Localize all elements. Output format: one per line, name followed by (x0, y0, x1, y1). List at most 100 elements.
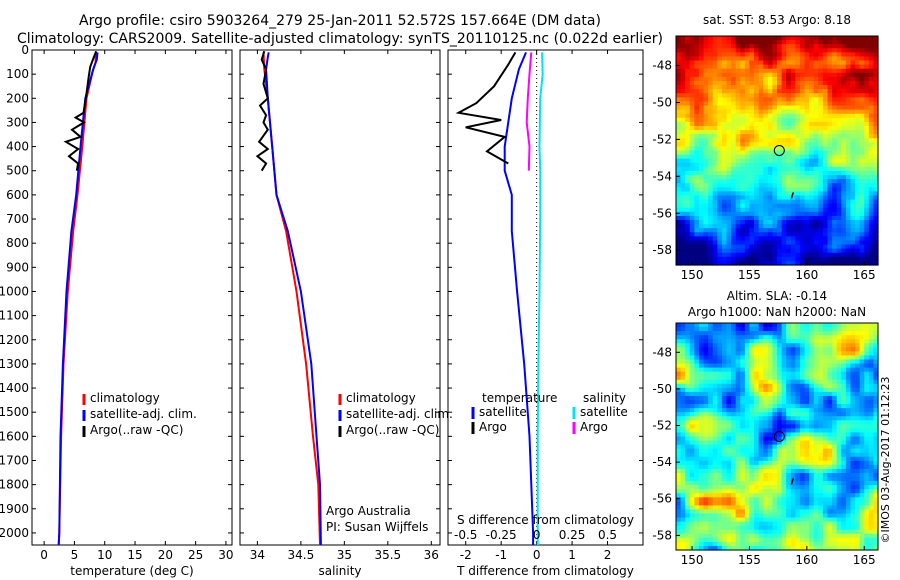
sst-map-cell (685, 211, 691, 217)
sla-map-cell (758, 448, 764, 454)
sst-map-cell (804, 187, 810, 192)
sla-map-cell (717, 412, 723, 417)
sla-map-cell (818, 347, 824, 352)
sla-map-cell (822, 363, 829, 369)
sla-map-cell (754, 513, 760, 519)
sst-map-cell (864, 121, 870, 127)
sst-map-cell (676, 44, 682, 49)
sla-map-cell (799, 391, 806, 397)
sst-map-cell (836, 80, 842, 86)
sla-map-cell (735, 468, 741, 474)
sst-map-cell (694, 166, 700, 172)
sst-map-cell (841, 134, 847, 139)
sst-map-cell (822, 220, 829, 225)
sla-map-cell (804, 452, 810, 458)
sst-map-cell (873, 121, 879, 127)
sla-map-cell (703, 509, 709, 515)
sla-map-cell (749, 391, 755, 397)
sla-map-cell (790, 359, 796, 365)
sst-map-cell (726, 142, 732, 148)
sst-map-cell (822, 240, 829, 246)
sst-map-cell (832, 89, 838, 94)
sst-map-cell (731, 130, 737, 135)
sla-map-cell (841, 355, 847, 361)
sla-map-cell (698, 509, 705, 515)
sst-map-cell (694, 52, 700, 58)
sla-map-cell (708, 339, 714, 344)
sla-map-cell (749, 493, 755, 498)
sla-map-cell (818, 501, 824, 507)
temperature-ytick-label: 500 (6, 164, 29, 178)
sla-map-cell (698, 367, 705, 373)
sla-map-cell (726, 391, 732, 397)
sst-map-cell (855, 166, 861, 172)
sla-map-cell (873, 489, 879, 494)
sla-map-cell (685, 452, 691, 458)
sst-map-cell (804, 215, 810, 221)
sst-map-cell (818, 228, 824, 233)
sla-map-cell (767, 395, 774, 401)
sst-map-cell (809, 101, 815, 107)
sst-map-cell (845, 191, 852, 197)
sst-map-cell (795, 68, 801, 74)
sla-map-cell (864, 497, 870, 502)
sla-map-cell (685, 375, 691, 381)
sla-map-cell (772, 355, 778, 361)
sla-map-cell (832, 355, 838, 361)
sla-map-cell (813, 497, 819, 502)
sst-map-cell (864, 211, 870, 217)
sst-map-cell (717, 244, 723, 250)
sst-map-cell (818, 130, 824, 135)
sst-map-cell (804, 117, 810, 123)
sla-map-cell (799, 481, 806, 486)
sst-map-cell (689, 93, 695, 98)
sla-map-cell (795, 371, 801, 377)
sla-map-cell (689, 444, 695, 450)
sla-map-cell (676, 444, 682, 450)
sst-map-cell (822, 252, 829, 258)
sst-map-cell (676, 215, 682, 221)
sla-map-cell (868, 375, 875, 381)
sla-map-cell (708, 525, 714, 531)
sla-map-cell (712, 477, 718, 482)
sla-map-cell (726, 497, 732, 502)
sst-map-cell (708, 40, 714, 45)
sst-map-cell (685, 72, 691, 78)
sla-map-cell (712, 395, 718, 401)
sla-map-cell (809, 351, 815, 357)
sst-map-cell (758, 48, 764, 53)
sla-map-cell (845, 505, 852, 511)
sla-map-cell (822, 359, 829, 365)
sla-map-cell (818, 408, 824, 413)
sst-map-cell (676, 36, 682, 41)
sst-map-cell (758, 228, 764, 233)
sla-map-cell (868, 371, 875, 377)
sst-map-cell (685, 199, 691, 205)
sst-map-cell (735, 64, 741, 70)
sst-map-cell (749, 232, 755, 237)
sla-map-cell (827, 501, 833, 507)
sla-map-cell (708, 371, 714, 377)
sla-map-cell (758, 331, 764, 336)
sst-map-cell (680, 166, 686, 172)
sla-map-cell (680, 464, 686, 470)
sst-map-cell (799, 97, 806, 103)
sst-map-cell (726, 211, 732, 217)
sla-map-cell (698, 420, 705, 425)
sst-map-cell (758, 158, 764, 164)
sst-map-cell (845, 175, 852, 180)
sst-map-cell (772, 236, 778, 242)
sst-map-cell (799, 138, 806, 143)
sla-map-cell (850, 400, 856, 405)
sla-map-cell (786, 477, 792, 482)
sst-map-cell (721, 244, 728, 250)
sla-map-cell (680, 327, 686, 332)
sst-map-cell (735, 220, 741, 225)
sla-map-cell (731, 359, 737, 365)
sla-map-cell (726, 327, 732, 332)
sla-map-cell (685, 367, 691, 373)
sla-map-cell (685, 485, 691, 490)
sla-map-cell (781, 513, 787, 519)
sst-map-cell (694, 101, 700, 107)
sst-map-cell (698, 195, 705, 201)
